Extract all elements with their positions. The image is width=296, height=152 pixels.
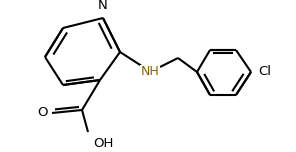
Text: O: O [37, 107, 47, 119]
Text: N: N [98, 0, 108, 12]
Text: OH: OH [93, 137, 113, 150]
Text: NH: NH [141, 66, 159, 78]
Text: Cl: Cl [258, 66, 271, 78]
